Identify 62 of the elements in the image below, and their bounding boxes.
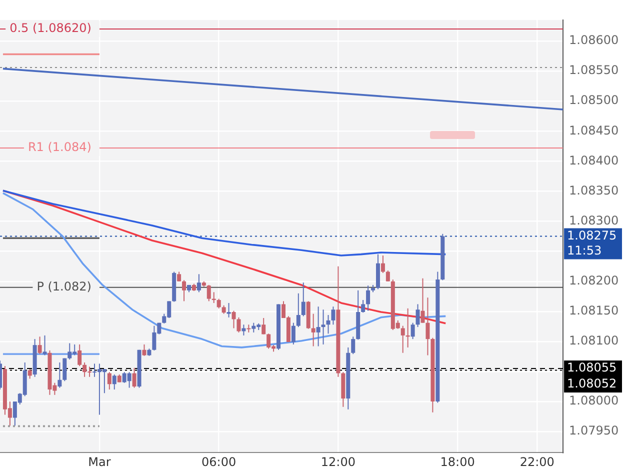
ref-line-label: 1.08055 xyxy=(567,360,617,375)
candlestick xyxy=(38,336,42,355)
candlestick xyxy=(326,314,330,334)
y-tick-label: 1.08550 xyxy=(569,63,619,78)
candlestick xyxy=(206,284,211,302)
y-tick-label: 1.08350 xyxy=(569,183,619,198)
candlestick xyxy=(416,304,420,328)
candlestick xyxy=(366,285,370,312)
x-tick-label: 12:00 xyxy=(320,454,356,469)
candlestick xyxy=(242,324,246,336)
ref-line-label: 0.5 (1.08620) xyxy=(10,21,92,36)
candlestick xyxy=(311,313,316,347)
candlestick xyxy=(182,280,186,302)
y-tick-label: 1.08200 xyxy=(569,273,619,288)
candlestick xyxy=(216,298,221,309)
candlestick xyxy=(420,278,425,324)
candlestick xyxy=(236,316,241,333)
candlestick xyxy=(386,270,390,282)
candlestick xyxy=(62,358,67,382)
x-tick-label: 06:00 xyxy=(202,454,236,469)
y-tick-label: 1.07950 xyxy=(569,424,619,438)
y-tick-label: 1.08450 xyxy=(569,123,619,138)
y-tick-label: 1.08150 xyxy=(569,304,619,318)
candlestick xyxy=(107,372,112,390)
candlestick xyxy=(400,325,405,354)
x-tick-label: Mar xyxy=(88,454,111,469)
candlestick xyxy=(321,309,326,345)
candlestick xyxy=(262,318,266,335)
candlestick xyxy=(246,324,251,333)
y-tick-label: 1.08300 xyxy=(569,213,619,228)
candlestick xyxy=(142,344,146,356)
candlestick xyxy=(410,322,415,340)
candlestick xyxy=(331,306,336,326)
y-tick-label: 1.08400 xyxy=(569,153,619,168)
y-tick-label: 1.08100 xyxy=(569,334,619,348)
candlestick xyxy=(232,310,236,329)
legend-label: 1.08052 xyxy=(567,376,617,391)
candlestick xyxy=(226,302,231,318)
candlestick xyxy=(196,274,201,293)
ref-line-label: 1.08275 11:53 xyxy=(567,228,617,258)
y-tick-label: 1.08500 xyxy=(569,93,619,108)
x-tick-label: 18:00 xyxy=(440,454,475,469)
candlestick xyxy=(351,336,356,355)
candlestick xyxy=(112,374,116,390)
candlestick xyxy=(301,282,306,317)
candlestick xyxy=(316,306,320,347)
ref-line-label: P (1.082) xyxy=(36,279,92,294)
y-tick-label: 1.08600 xyxy=(569,33,619,48)
candlestick xyxy=(42,334,47,356)
candlestick xyxy=(296,292,300,328)
candlestick xyxy=(380,255,385,274)
candlestick xyxy=(132,367,136,388)
x-tick-label: 22:00 xyxy=(520,454,554,469)
candlestick xyxy=(28,368,32,380)
candlestick xyxy=(361,299,366,314)
candlestick xyxy=(177,271,182,282)
candlestick xyxy=(291,322,296,345)
candlestick xyxy=(426,297,430,356)
candlestick xyxy=(78,344,82,367)
ref-line-label: R1 (1.084) xyxy=(28,140,92,154)
candlestick xyxy=(58,362,62,388)
y-tick-label: 1.08000 xyxy=(569,394,619,408)
